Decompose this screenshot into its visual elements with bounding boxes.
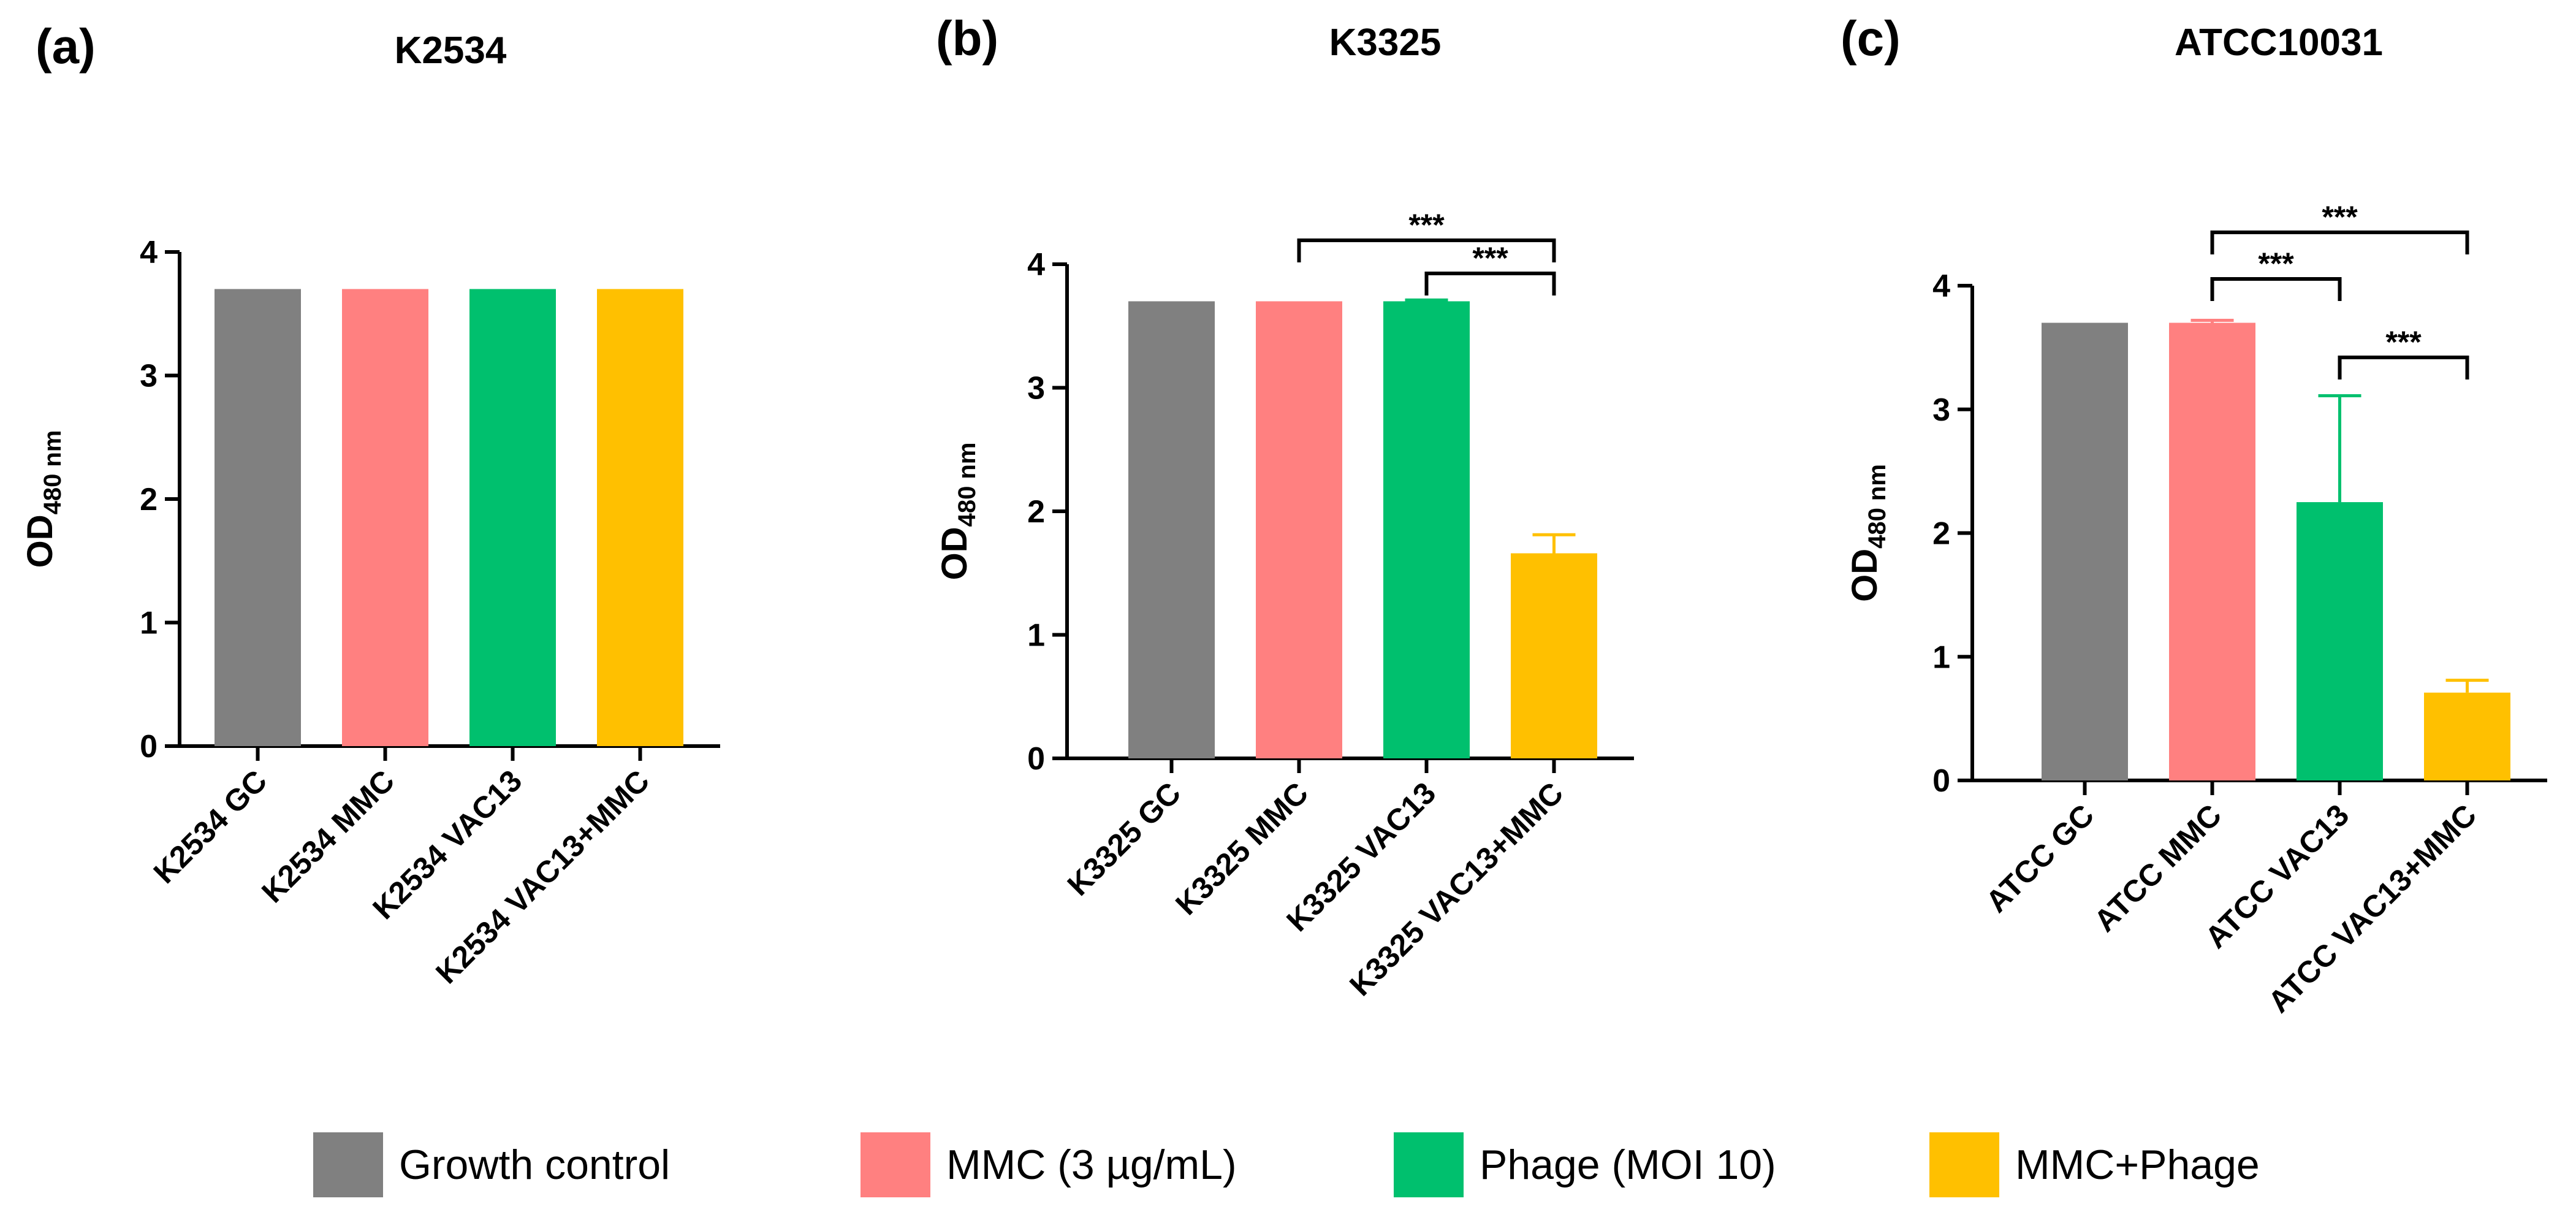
legend-label: Growth control bbox=[399, 1142, 670, 1188]
panel-title: K3325 bbox=[1329, 21, 1442, 64]
category-label: K3325 VAC13+MMC bbox=[1343, 776, 1570, 1002]
category-label: ATCC GC bbox=[1979, 798, 2100, 919]
legend-swatch bbox=[1394, 1132, 1464, 1197]
y-axis-label-main: OD bbox=[935, 527, 975, 580]
y-tick-label: 4 bbox=[1027, 247, 1045, 283]
y-tick-label: 3 bbox=[1027, 371, 1045, 406]
significance-label: *** bbox=[2385, 325, 2422, 359]
significance-bracket bbox=[1297, 238, 1556, 262]
bar bbox=[597, 289, 683, 746]
y-tick-label: 0 bbox=[1027, 741, 1045, 777]
legend: Growth control MMC (3 µg/mL) Phage (MOI 10… bbox=[313, 1132, 2260, 1197]
y-tick-label: 2 bbox=[1932, 516, 1950, 552]
panel-title: ATCC10031 bbox=[2175, 21, 2383, 64]
panel-title: K2534 bbox=[395, 29, 507, 72]
y-tick-label: 3 bbox=[140, 359, 158, 394]
y-tick-label: 1 bbox=[140, 606, 158, 641]
bar bbox=[215, 289, 301, 746]
category-label: K2534 VAC13+MMC bbox=[429, 763, 656, 990]
y-axis-label-sub: 480 nm bbox=[39, 430, 66, 515]
category-label: K3325 MMC bbox=[1169, 776, 1315, 921]
bar bbox=[2297, 502, 2383, 780]
legend-swatch bbox=[1929, 1132, 1999, 1197]
legend-swatch bbox=[861, 1132, 930, 1197]
category-label: K2534 MMC bbox=[255, 763, 401, 909]
y-tick-label: 3 bbox=[1932, 392, 1950, 428]
y-axis-label-main: OD bbox=[1845, 549, 1885, 602]
y-tick-label: 2 bbox=[140, 482, 158, 517]
y-axis-label-sub: 480 nm bbox=[1864, 464, 1891, 549]
category-label: ATCC MMC bbox=[2088, 798, 2228, 938]
panel-letter: (b) bbox=[936, 11, 998, 66]
y-tick-label: 1 bbox=[1027, 618, 1045, 654]
y-tick-label: 4 bbox=[140, 235, 158, 270]
y-tick-label: 0 bbox=[140, 729, 158, 764]
legend-item: Phage (MOI 10) bbox=[1394, 1132, 1776, 1197]
bar bbox=[1383, 301, 1470, 758]
bar bbox=[2424, 692, 2510, 780]
legend-label: MMC (3 µg/mL) bbox=[946, 1142, 1237, 1188]
y-tick-label: 4 bbox=[1932, 269, 1950, 304]
significance-label: *** bbox=[2322, 200, 2358, 234]
y-tick-label: 0 bbox=[1932, 763, 1950, 799]
bar bbox=[2169, 322, 2255, 780]
category-label: K3325 GC bbox=[1061, 776, 1188, 902]
significance-label: *** bbox=[2258, 246, 2294, 281]
y-axis-label-sub: 480 nm bbox=[954, 443, 981, 527]
legend-item: MMC (3 µg/mL) bbox=[861, 1132, 1237, 1197]
legend-item: Growth control bbox=[313, 1132, 670, 1197]
y-tick-label: 2 bbox=[1027, 494, 1045, 530]
bar bbox=[342, 289, 428, 746]
legend-label: Phage (MOI 10) bbox=[1480, 1142, 1776, 1188]
panel-letter: (c) bbox=[1841, 11, 1901, 66]
y-axis-label: OD480 nm bbox=[1845, 464, 1891, 602]
category-label: K2534 GC bbox=[147, 763, 274, 890]
legend-swatch bbox=[313, 1132, 383, 1197]
y-axis-label: OD480 nm bbox=[20, 430, 66, 568]
legend-item: MMC+Phage bbox=[1929, 1132, 2260, 1197]
significance-label: *** bbox=[1408, 208, 1445, 242]
panel-letter: (a) bbox=[36, 19, 96, 74]
bar bbox=[1256, 301, 1342, 758]
bar bbox=[469, 289, 556, 746]
significance-bracket bbox=[2338, 356, 2469, 379]
significance-bracket bbox=[2210, 231, 2469, 254]
significance-label: *** bbox=[1472, 241, 1508, 275]
y-axis-label-main: OD bbox=[20, 514, 60, 568]
y-tick-label: 1 bbox=[1932, 639, 1950, 675]
bar bbox=[1128, 301, 1215, 758]
significance-bracket bbox=[1424, 272, 1556, 295]
category-label: ATCC VAC13+MMC bbox=[2262, 798, 2483, 1019]
bar bbox=[2042, 322, 2128, 780]
bar bbox=[1511, 553, 1597, 758]
y-axis-label: OD480 nm bbox=[935, 443, 981, 581]
legend-label: MMC+Phage bbox=[2015, 1142, 2260, 1188]
significance-bracket bbox=[2210, 277, 2342, 301]
